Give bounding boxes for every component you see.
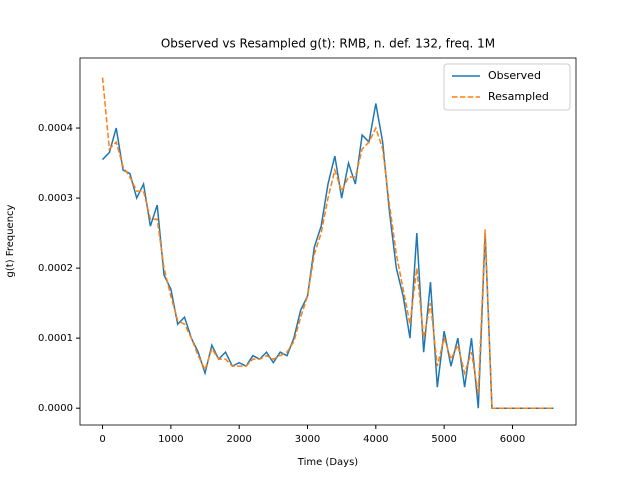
chart-title: Observed vs Resampled g(t): RMB, n. def.… xyxy=(161,37,495,51)
x-axis-label: Time (Days) xyxy=(297,457,359,468)
plot-frame xyxy=(79,57,577,426)
x-tick-label: 1000 xyxy=(158,434,183,445)
y-tick-label: 0.0001 xyxy=(38,333,73,344)
x-tick-label: 6000 xyxy=(500,434,525,445)
legend-label: Resampled xyxy=(488,90,549,103)
data-line xyxy=(101,77,554,409)
x-tick-label: 3000 xyxy=(295,434,320,445)
legend-label: Observed xyxy=(488,69,541,82)
y-tick-label: 0.0000 xyxy=(38,403,73,414)
y-tick-label: 0.0003 xyxy=(38,193,73,204)
x-tick-label: 2000 xyxy=(226,434,251,445)
y-axis-label: g(t) Frequency xyxy=(5,204,16,277)
x-tick-label: 4000 xyxy=(363,434,388,445)
data-line xyxy=(102,103,554,409)
x-tick-label: 0 xyxy=(99,434,105,445)
y-tick-label: 0.0002 xyxy=(38,263,73,274)
x-tick-label: 5000 xyxy=(431,434,456,445)
y-tick-label: 0.0004 xyxy=(38,123,73,134)
